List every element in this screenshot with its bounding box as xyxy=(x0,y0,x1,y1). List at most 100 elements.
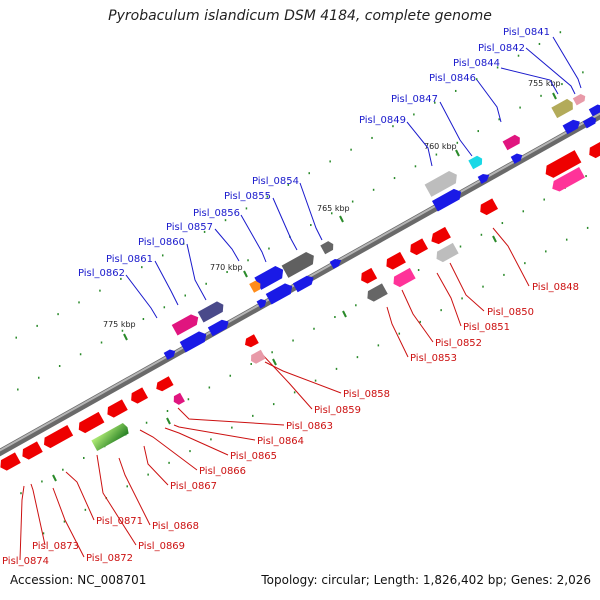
position-tick xyxy=(335,367,338,370)
position-tick xyxy=(377,344,380,347)
label-pisl-0874[interactable]: Pisl_0874 xyxy=(2,556,49,567)
label-pisl-0871[interactable]: Pisl_0871 xyxy=(96,516,143,527)
gene-arrow xyxy=(44,424,74,449)
position-tick xyxy=(398,332,401,335)
gene-arrow xyxy=(582,116,597,129)
position-tick xyxy=(545,250,547,253)
position-tick xyxy=(519,106,521,109)
gene-arrow xyxy=(281,252,314,278)
forward-label-connectors xyxy=(125,36,582,319)
label-pisl-0844[interactable]: Pisl_0844 xyxy=(453,58,500,69)
gene-arrow xyxy=(545,150,582,178)
label-pisl-0857[interactable]: Pisl_0857 xyxy=(166,222,213,233)
position-tick xyxy=(329,160,331,163)
gene-arrow xyxy=(551,98,573,119)
label-pisl-0865[interactable]: Pisl_0865 xyxy=(230,451,277,462)
position-tick xyxy=(142,318,145,321)
position-tick xyxy=(252,414,254,417)
label-pisl-0851[interactable]: Pisl_0851 xyxy=(463,322,510,333)
position-tick xyxy=(565,238,568,241)
label-pisl-0841[interactable]: Pisl_0841 xyxy=(503,27,550,38)
gene-arrow xyxy=(431,188,462,212)
position-tick xyxy=(371,136,373,139)
position-tick xyxy=(189,450,191,453)
position-tick xyxy=(62,468,64,471)
position-tick xyxy=(372,188,375,191)
label-pisl-0847[interactable]: Pisl_0847 xyxy=(391,94,438,105)
position-tick xyxy=(392,125,394,128)
position-tick xyxy=(57,313,59,316)
gene-arrow xyxy=(393,267,416,288)
position-tick xyxy=(168,461,170,464)
scale-labels: 755 kbp 760 kbp 765 kbp 770 kbp 775 kbp xyxy=(103,79,561,329)
position-tick xyxy=(496,66,499,69)
label-pisl-0858[interactable]: Pisl_0858 xyxy=(343,389,390,400)
gene-arrow xyxy=(156,376,174,392)
label-pisl-0856[interactable]: Pisl_0856 xyxy=(193,208,240,219)
position-tick xyxy=(477,130,479,133)
position-tick xyxy=(226,271,228,274)
label-pisl-0872[interactable]: Pisl_0872 xyxy=(86,553,133,564)
position-tick xyxy=(459,245,462,248)
label-pisl-0852[interactable]: Pisl_0852 xyxy=(435,338,482,349)
label-pisl-0867[interactable]: Pisl_0867 xyxy=(170,481,217,492)
label-pisl-0866[interactable]: Pisl_0866 xyxy=(199,466,246,477)
label-pisl-0860[interactable]: Pisl_0860 xyxy=(138,237,185,248)
label-pisl-0842[interactable]: Pisl_0842 xyxy=(478,43,525,54)
position-tick xyxy=(100,341,103,344)
position-tick xyxy=(356,356,359,359)
label-pisl-0873[interactable]: Pisl_0873 xyxy=(32,541,79,552)
gene-arrow xyxy=(588,104,600,117)
position-tick xyxy=(292,339,294,342)
position-tick xyxy=(561,83,563,86)
label-pisl-0869[interactable]: Pisl_0869 xyxy=(138,541,185,552)
major-ticks xyxy=(52,92,557,482)
label-pisl-0864[interactable]: Pisl_0864 xyxy=(257,436,304,447)
position-tick xyxy=(41,480,43,483)
position-tick xyxy=(524,262,526,265)
label-pisl-0862[interactable]: Pisl_0862 xyxy=(78,268,125,279)
label-pisl-0861[interactable]: Pisl_0861 xyxy=(106,254,153,265)
scale-label-770: 770 kbp xyxy=(210,263,243,272)
position-tick xyxy=(250,363,252,366)
label-pisl-0868[interactable]: Pisl_0868 xyxy=(152,521,199,532)
gene-arrow xyxy=(131,387,149,404)
label-pisl-0859[interactable]: Pisl_0859 xyxy=(314,405,361,416)
forward-genes xyxy=(163,94,600,360)
gene-arrow xyxy=(78,411,105,434)
gene-arrow xyxy=(91,423,129,451)
reverse-label-connectors xyxy=(19,227,530,561)
position-tick xyxy=(58,365,61,368)
gene-arrow xyxy=(589,141,600,159)
label-pisl-0846[interactable]: Pisl_0846 xyxy=(429,73,476,84)
label-pisl-0850[interactable]: Pisl_0850 xyxy=(487,307,534,318)
position-tick xyxy=(480,233,483,236)
gene-arrow xyxy=(292,275,314,293)
gene-arrow xyxy=(249,280,261,293)
position-tick xyxy=(287,183,290,186)
gene-arrow xyxy=(367,283,388,302)
position-tick xyxy=(78,301,80,304)
scale-label-760: 760 kbp xyxy=(424,142,457,151)
label-pisl-0849[interactable]: Pisl_0849 xyxy=(359,115,406,126)
forward-gene-labels: Pisl_0841 Pisl_0842 Pisl_0844 Pisl_0846 … xyxy=(78,27,550,279)
label-pisl-0848[interactable]: Pisl_0848 xyxy=(532,282,579,293)
position-tick xyxy=(501,222,504,225)
scale-label-755: 755 kbp xyxy=(528,79,561,88)
scale-label-765: 765 kbp xyxy=(317,204,350,213)
position-tick xyxy=(84,508,87,511)
gene-arrow xyxy=(320,241,334,255)
gene-arrow xyxy=(163,349,176,360)
gene-arrow xyxy=(207,319,229,337)
reverse-genes xyxy=(0,141,600,471)
gene-arrow xyxy=(251,349,266,364)
position-tick xyxy=(229,374,232,377)
gene-arrow xyxy=(424,171,457,197)
position-tick xyxy=(461,297,463,300)
label-pisl-0855[interactable]: Pisl_0855 xyxy=(224,191,271,202)
label-pisl-0854[interactable]: Pisl_0854 xyxy=(252,176,299,187)
label-pisl-0853[interactable]: Pisl_0853 xyxy=(410,353,457,364)
position-tick xyxy=(99,289,101,292)
position-tick xyxy=(419,320,421,323)
label-pisl-0863[interactable]: Pisl_0863 xyxy=(286,421,333,432)
